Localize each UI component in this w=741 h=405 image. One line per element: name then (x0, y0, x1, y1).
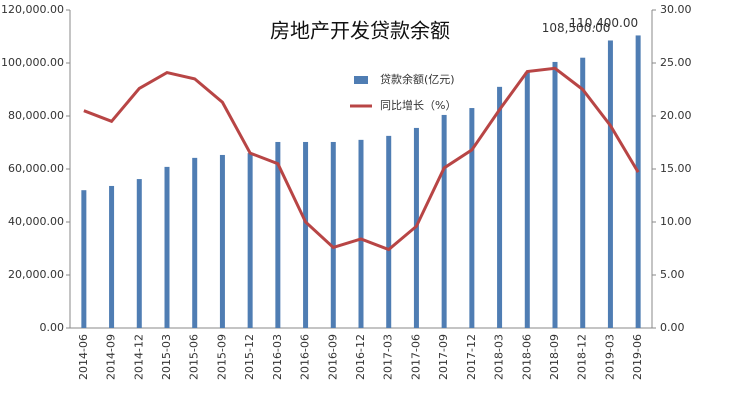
bar (552, 61, 558, 328)
legend-label: 贷款余额(亿元) (380, 72, 455, 86)
x-tick-label: 2017-09 (437, 334, 450, 380)
bar (635, 35, 641, 328)
bar (607, 40, 613, 328)
bar (330, 141, 336, 328)
y-tick-label: 40,000.00 (8, 215, 64, 228)
bar (164, 166, 170, 328)
y-tick-label: 20,000.00 (8, 268, 64, 281)
x-tick-label: 2015-12 (243, 334, 256, 380)
x-tick-label: 2017-12 (465, 334, 478, 380)
bar (524, 72, 530, 328)
legend-swatch (354, 76, 368, 84)
legend-label: 同比增长（%） (380, 98, 456, 112)
y-tick-label: 120,000.00 (1, 3, 64, 16)
x-tick-label: 2018-12 (576, 334, 589, 380)
y2-tick-label: 20.00 (660, 109, 692, 122)
bar (136, 179, 142, 328)
x-tick-label: 2016-03 (271, 334, 284, 380)
bar (497, 86, 503, 328)
y2-tick-label: 10.00 (660, 215, 692, 228)
line (83, 66, 640, 252)
bar (469, 108, 475, 328)
x-tick-label: 2018-09 (548, 334, 561, 380)
bar (275, 141, 281, 328)
y-tick-label: 80,000.00 (8, 109, 64, 122)
x-tick-label: 2019-03 (603, 334, 616, 380)
bar (303, 141, 309, 328)
y2-tick-label: 15.00 (660, 162, 692, 175)
bar (580, 57, 586, 328)
bar (386, 135, 392, 328)
bar (81, 190, 87, 328)
y2-tick-label: 0.00 (660, 321, 685, 334)
x-tick-label: 2016-12 (354, 334, 367, 380)
x-tick-label: 2014-12 (132, 334, 145, 380)
x-tick-label: 2014-09 (105, 334, 118, 380)
x-tick-label: 2014-06 (77, 334, 90, 380)
value-label: 110,400.00 (569, 16, 638, 30)
x-tick-label: 2018-03 (493, 334, 506, 380)
bar (441, 114, 447, 328)
bar (358, 139, 364, 328)
y-tick-label: 60,000.00 (8, 162, 64, 175)
x-tick-label: 2017-03 (382, 334, 395, 380)
bar (192, 157, 198, 328)
y2-tick-label: 5.00 (660, 268, 685, 281)
y-tick-label: 0.00 (40, 321, 65, 334)
bar (109, 185, 115, 328)
y-tick-label: 100,000.00 (1, 56, 64, 69)
x-tick-label: 2015-06 (188, 334, 201, 380)
bar (219, 154, 225, 328)
x-tick-label: 2017-06 (409, 334, 422, 380)
bar (247, 153, 253, 328)
x-tick-label: 2016-09 (326, 334, 339, 380)
value-label: 108,500.00 (542, 21, 611, 35)
y2-tick-label: 30.00 (660, 3, 692, 16)
x-tick-label: 2015-03 (160, 334, 173, 380)
x-tick-label: 2018-06 (520, 334, 533, 380)
chart-title: 房地产开发贷款余额 (270, 19, 450, 43)
x-tick-label: 2015-09 (215, 334, 228, 380)
x-tick-label: 2016-06 (299, 334, 312, 380)
y2-tick-label: 25.00 (660, 56, 692, 69)
x-tick-label: 2019-06 (631, 334, 644, 380)
